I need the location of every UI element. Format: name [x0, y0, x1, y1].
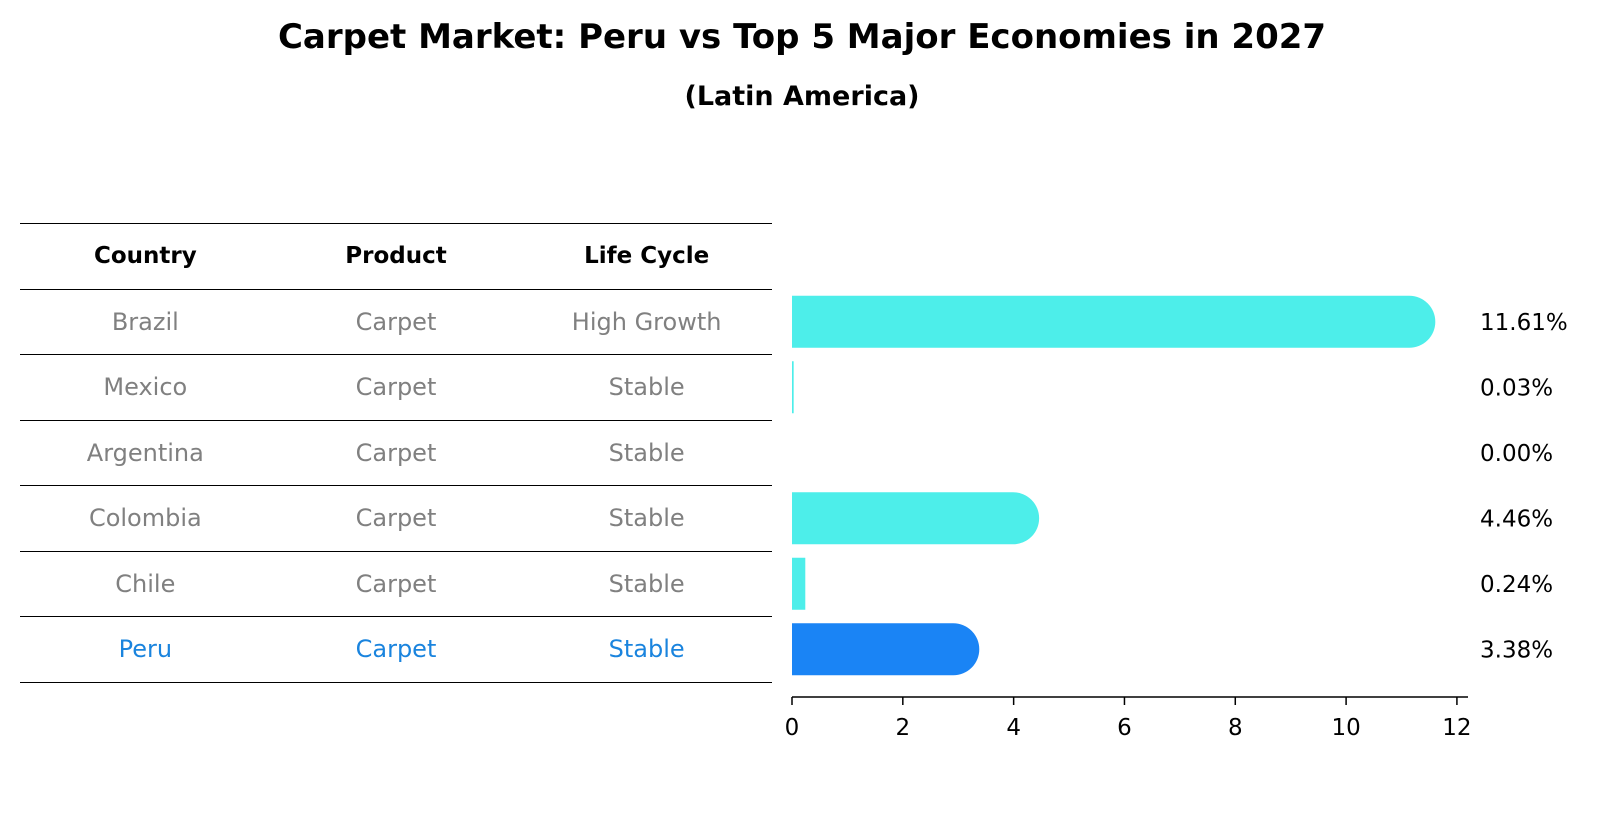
bar — [792, 295, 1436, 348]
chart-title: Carpet Market: Peru vs Top 5 Major Econo… — [277, 17, 1327, 57]
header-product: Product — [345, 243, 447, 270]
x-tick-label: 12 — [1442, 715, 1471, 741]
data-table: Country Product Life Cycle Brazil Carpet… — [20, 223, 772, 683]
data-label: 3.38% — [1480, 637, 1553, 663]
cell-life-cycle: Stable — [608, 504, 685, 533]
cell-country: Colombia — [88, 504, 202, 533]
table-row: Chile Carpet Stable — [20, 552, 772, 617]
cell-country: Mexico — [103, 373, 188, 402]
cell-product: Carpet — [355, 569, 437, 598]
cell-life-cycle: Stable — [608, 569, 685, 598]
data-label: 11.61% — [1480, 310, 1568, 336]
table-row: Mexico Carpet Stable — [20, 355, 772, 421]
x-tick-label: 2 — [895, 715, 910, 741]
x-tick-label: 0 — [785, 715, 800, 741]
bar — [792, 623, 980, 676]
table-row: Argentina Carpet Stable — [20, 421, 772, 486]
cell-product: Carpet — [355, 373, 437, 402]
data-label: 0.03% — [1480, 375, 1553, 401]
table-row: Brazil Carpet High Growth — [20, 290, 772, 355]
cell-country: Argentina — [86, 438, 204, 467]
cell-life-cycle: Stable — [608, 373, 685, 402]
header-life-cycle: Life Cycle — [584, 243, 710, 270]
data-label: 0.24% — [1480, 572, 1553, 598]
header-country: Country — [93, 243, 197, 270]
cell-life-cycle: High Growth — [571, 307, 722, 336]
bar — [792, 492, 1040, 545]
cell-country: Chile — [115, 569, 176, 598]
cell-country: Brazil — [111, 307, 179, 336]
cell-life-cycle: Stable — [608, 438, 685, 467]
bar — [792, 557, 806, 610]
cell-product: Carpet — [355, 307, 437, 336]
bar — [792, 361, 794, 414]
cell-product: Carpet — [355, 438, 437, 467]
table-row-highlight: Peru Carpet Stable — [20, 617, 772, 683]
data-label: 0.00% — [1480, 441, 1553, 467]
cell-country: Peru — [118, 635, 173, 664]
data-label: 4.46% — [1480, 506, 1553, 532]
table-row: Colombia Carpet Stable — [20, 486, 772, 552]
cell-life-cycle: Stable — [608, 635, 685, 664]
table-header-row: Country Product Life Cycle — [20, 224, 772, 290]
x-tick-label: 4 — [1006, 715, 1021, 741]
cell-product: Carpet — [355, 504, 437, 533]
x-tick-label: 6 — [1117, 715, 1132, 741]
x-tick-label: 8 — [1228, 715, 1243, 741]
cell-product: Carpet — [355, 635, 437, 664]
chart-subtitle: (Latin America) — [684, 81, 920, 112]
x-tick-label: 10 — [1331, 715, 1360, 741]
